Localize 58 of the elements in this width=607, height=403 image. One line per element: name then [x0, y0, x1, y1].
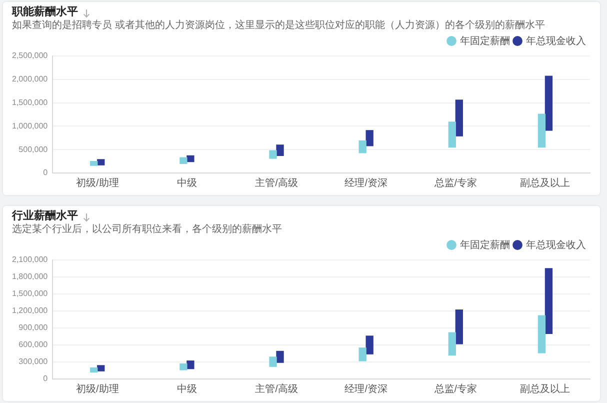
x-tick-label: 主管/高级	[255, 382, 298, 395]
bar	[180, 363, 188, 370]
y-tick-label: 600,000	[18, 340, 48, 350]
bar	[186, 155, 194, 162]
chart-title: 职能薪酬水平	[12, 5, 78, 19]
bar	[448, 122, 456, 148]
bar	[455, 310, 463, 344]
bar	[538, 114, 546, 148]
bar	[455, 100, 463, 136]
legend-label: 年固定薪酬	[460, 34, 510, 47]
bar	[358, 348, 366, 362]
bar	[269, 356, 277, 367]
bar	[90, 367, 98, 373]
y-tick-label: 1,500,000	[12, 289, 48, 298]
x-tick-label: 中级	[176, 176, 197, 189]
y-tick-label: 300,000	[18, 357, 48, 366]
chart-subtitle: 如果查询的是招聘专员 或者其他的人力资源岗位，这里显示的是这些职位对应的职能（人力资源）的各个级别的薪酬水平	[11, 19, 546, 32]
bar	[269, 150, 277, 159]
bar	[366, 336, 374, 354]
bar	[276, 144, 284, 156]
bar	[186, 360, 194, 370]
x-tick-label: 中级	[176, 382, 197, 395]
x-tick-label: 经理/资深	[344, 382, 388, 395]
x-tick-label: 副总及以上	[520, 382, 570, 395]
y-tick-label: 1,800,000	[12, 272, 48, 282]
y-tick-label: 500,000	[18, 144, 48, 154]
bar	[180, 157, 188, 164]
x-tick-label: 初级/助理	[76, 176, 119, 189]
x-tick-label: 副总及以上	[520, 176, 570, 189]
bar	[448, 332, 456, 356]
bar	[358, 140, 366, 154]
legend-label: 年固定薪酬	[460, 238, 510, 251]
chart-title: 行业薪酬水平	[12, 209, 78, 223]
y-tick-label: 2,500,000	[12, 51, 48, 60]
chart-subtitle: 选定某个行业后，以公司所有职位来看，各个级别的薪酬水平	[11, 223, 283, 236]
bar	[97, 365, 105, 372]
y-tick-label: 1,200,000	[12, 306, 48, 316]
legend-label: 年总现金收入	[526, 34, 586, 47]
bar	[276, 350, 284, 363]
bar	[97, 159, 105, 166]
y-tick-label: 2,100,000	[12, 255, 48, 264]
y-tick-label: 0	[43, 168, 48, 178]
y-tick-label: 0	[43, 374, 48, 384]
y-tick-label: 900,000	[18, 323, 48, 332]
y-tick-label: 1,000,000	[12, 121, 48, 130]
x-tick-label: 经理/资深	[344, 176, 388, 189]
bar	[366, 130, 374, 146]
x-tick-label: 总监/专家	[433, 382, 478, 395]
x-tick-label: 主管/高级	[255, 176, 298, 189]
bar	[538, 315, 546, 354]
x-tick-label: 总监/专家	[433, 176, 478, 189]
bar	[544, 268, 553, 334]
bar	[90, 160, 98, 166]
y-tick-label: 1,500,000	[12, 98, 48, 108]
legend-label: 年总现金收入	[526, 238, 586, 251]
y-tick-label: 2,000,000	[12, 74, 48, 84]
x-tick-label: 初级/助理	[76, 382, 119, 395]
bar	[544, 76, 553, 131]
